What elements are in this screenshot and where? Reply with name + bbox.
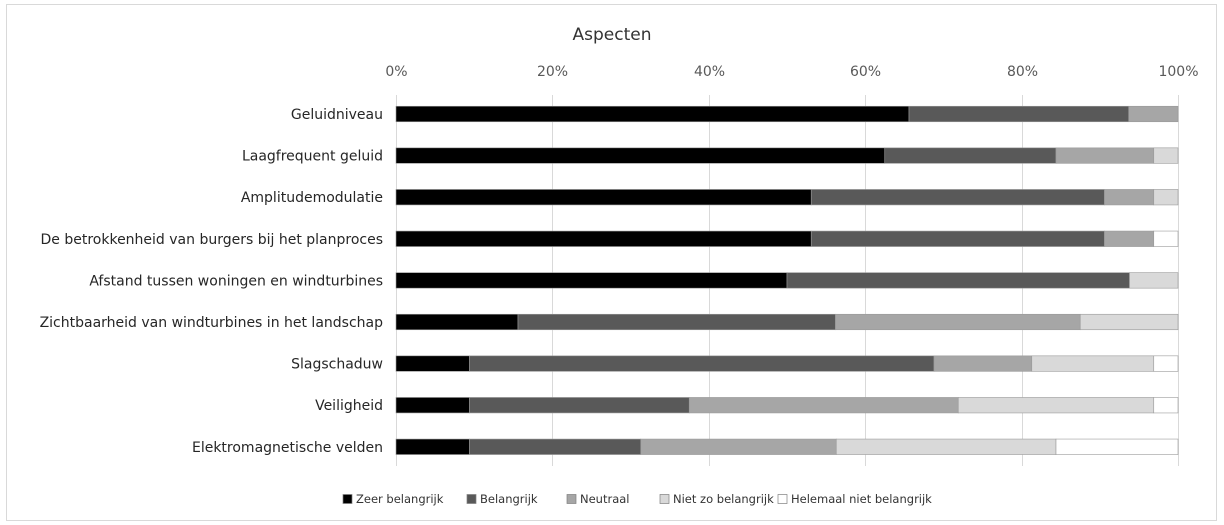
bar-segment [835, 438, 1057, 455]
legend-label: Helemaal niet belangrijk [791, 492, 932, 506]
category-label: Amplitudemodulatie [241, 190, 383, 206]
bar-segment [1079, 313, 1179, 331]
legend: Zeer belangrijk Belangrijk Neutraal Niet zo… [342, 492, 932, 506]
x-axis-tick-labels: 0% 20% 40% 60% 80% 100% [385, 64, 1198, 80]
bar-segment [395, 147, 886, 164]
x-tick-label: 60% [850, 64, 881, 80]
legend-swatch [777, 494, 788, 504]
legend-swatch [566, 494, 577, 504]
bar-segment [835, 313, 1081, 331]
category-label: Zichtbaarheid van windturbines in het la… [40, 315, 384, 331]
bar-segment [1104, 230, 1155, 247]
bar-segment [786, 272, 1130, 289]
x-tick-label: 100% [1158, 64, 1198, 80]
bar-segment [640, 438, 837, 455]
legend-label: Belangrijk [480, 492, 538, 506]
bar-segment [1031, 355, 1155, 372]
x-tick-label: 0% [385, 64, 407, 80]
category-label: Elektromagnetische velden [192, 440, 383, 456]
bar-segment [884, 147, 1057, 164]
chart-frame [6, 4, 1217, 521]
bar-segment [908, 105, 1130, 123]
legend-label: Neutraal [580, 492, 630, 506]
bar-segment [469, 355, 935, 372]
x-tick-label: 80% [1007, 64, 1038, 80]
legend-swatch [659, 494, 670, 504]
bar-segment [517, 313, 836, 331]
bar-segment [1055, 438, 1179, 455]
category-label: Geluidniveau [291, 107, 383, 123]
category-label: Veiligheid [315, 398, 383, 414]
bar-segment [1129, 272, 1179, 289]
category-label: De betrokkenheid van burgers bij het pla… [41, 232, 384, 248]
bar-segment [395, 105, 910, 123]
bar-segment [1153, 397, 1179, 414]
bar-segment [810, 189, 1105, 206]
bar-segment [1128, 105, 1179, 123]
category-label: Laagfrequent geluid [242, 149, 383, 165]
bar-segment [688, 397, 959, 414]
bar-segment [933, 355, 1033, 372]
bar-segment [1153, 189, 1179, 206]
bar-segment [395, 272, 788, 289]
bar-segment [1153, 355, 1179, 372]
x-tick-label: 40% [694, 64, 725, 80]
bar-segment [395, 230, 812, 247]
bar-segment [395, 438, 470, 455]
bar-segment [395, 313, 519, 331]
bar-segment [469, 438, 642, 455]
bars [395, 105, 1179, 455]
bar-segment [395, 397, 470, 414]
legend-label: Zeer belangrijk [356, 492, 444, 506]
bar-segment [1153, 147, 1179, 164]
legend-swatch [342, 494, 353, 504]
category-label: Slagschaduw [291, 357, 383, 373]
bar-segment [395, 189, 812, 206]
bar-segment [395, 355, 470, 372]
bar-segment [1055, 147, 1155, 164]
bar-segment [810, 230, 1105, 247]
category-label: Afstand tussen woningen en windturbines [89, 273, 383, 289]
legend-label: Niet zo belangrijk [673, 492, 774, 506]
category-labels: Geluidniveau Laagfrequent geluid Amplitude… [40, 107, 384, 456]
bar-segment [469, 397, 690, 414]
bar-segment [1104, 189, 1155, 206]
x-tick-label: 20% [537, 64, 568, 80]
legend-swatch [466, 494, 477, 504]
bar-segment [957, 397, 1155, 414]
chart-title: Aspecten [573, 25, 652, 45]
bar-segment [1153, 230, 1179, 247]
